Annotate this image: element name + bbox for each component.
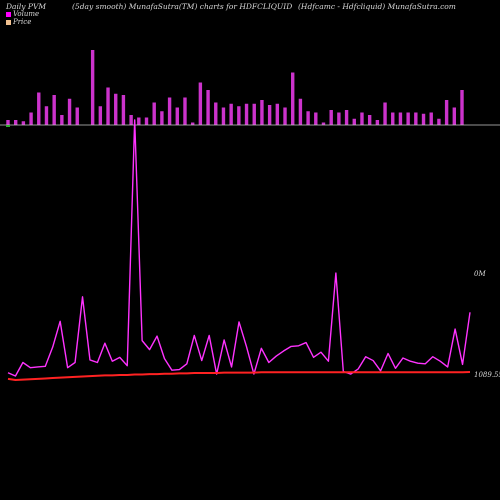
- price-value-label: 1089.55: [474, 371, 500, 379]
- volume-bar: [114, 93, 118, 125]
- volume-bar: [98, 106, 103, 125]
- volume-value-label: 0M: [474, 270, 486, 278]
- volume-bar: [429, 112, 433, 125]
- chart-title: (5day smooth) MunafaSutra(TM) charts for…: [72, 2, 293, 11]
- volume-bar: [437, 118, 441, 125]
- volume-bar: [344, 110, 349, 125]
- legend-price-label: Price: [13, 18, 32, 26]
- volume-bar: [214, 102, 218, 125]
- volume-bar: [90, 50, 95, 125]
- volume-bar: [298, 98, 303, 125]
- volume-bar: [6, 120, 10, 125]
- volume-bar: [229, 103, 233, 125]
- volume-bar: [306, 111, 310, 125]
- volume-bar: [67, 98, 72, 125]
- chart-type-label: Daily PVM: [6, 2, 47, 11]
- volume-bar: [75, 107, 79, 125]
- price-line: [7, 371, 471, 381]
- volume-bar: [167, 97, 172, 125]
- volume-bar: [206, 90, 210, 125]
- volume-bar: [29, 112, 33, 125]
- volume-bar: [160, 111, 164, 125]
- volume-bar: [44, 106, 49, 125]
- volume-bar: [21, 121, 26, 125]
- volume-bar: [260, 100, 264, 125]
- volume-bar: [352, 118, 356, 125]
- volume-bar: [129, 115, 133, 125]
- volume-bar: [321, 122, 326, 125]
- volume-bar: [52, 95, 56, 125]
- volume-bar: [244, 103, 249, 125]
- volume-bar: [13, 120, 18, 125]
- legend-volume: Volume: [6, 10, 39, 18]
- volume-bar: [444, 100, 449, 125]
- volume-bar: [183, 97, 187, 125]
- volume-first-marker: [6, 125, 10, 127]
- volume-bar: [252, 103, 256, 125]
- pvm-line: [7, 119, 471, 377]
- volume-bar: [190, 122, 195, 125]
- legend-price: Price: [6, 18, 31, 26]
- volume-bar: [175, 107, 179, 125]
- legend-price-swatch: [6, 19, 11, 25]
- volume-bar: [421, 113, 426, 125]
- volume-bar: [391, 112, 395, 125]
- volume-bar: [152, 102, 156, 125]
- volume-bar: [198, 82, 203, 125]
- volume-bar: [452, 107, 457, 125]
- volume-bar: [367, 115, 372, 125]
- chart-source: (Hdfcamc - Hdfcliquid) MunafaSutra.com: [298, 2, 456, 11]
- volume-bar: [406, 112, 410, 125]
- volume-bar: [360, 112, 364, 125]
- volume-bar: [291, 72, 295, 125]
- volume-bar: [144, 117, 149, 125]
- volume-bar: [329, 110, 333, 125]
- volume-bar: [375, 120, 380, 125]
- volume-bar: [414, 112, 418, 125]
- volume-bar: [121, 95, 126, 125]
- legend-volume-label: Volume: [13, 10, 40, 18]
- volume-bar: [314, 112, 318, 125]
- volume-bar: [137, 117, 141, 125]
- volume-bar: [383, 102, 387, 125]
- volume-bar: [337, 112, 341, 125]
- volume-bar: [460, 90, 464, 125]
- volume-bar: [106, 87, 110, 125]
- volume-bar: [221, 107, 226, 125]
- legend-volume-swatch: [6, 11, 11, 17]
- volume-bar: [267, 105, 272, 125]
- volume-bar: [60, 115, 64, 125]
- volume-bar: [283, 107, 287, 125]
- volume-bar: [237, 106, 241, 125]
- volume-bar: [398, 112, 403, 125]
- volume-bar: [275, 103, 280, 125]
- volume-bar: [37, 92, 41, 125]
